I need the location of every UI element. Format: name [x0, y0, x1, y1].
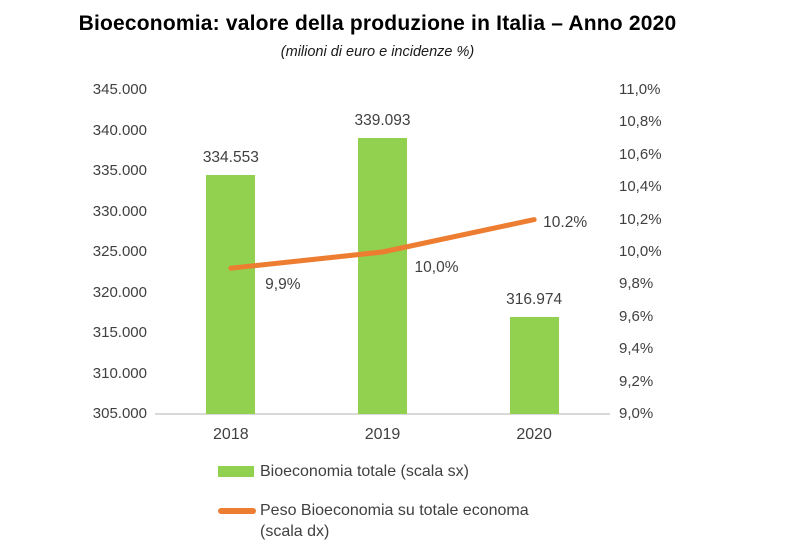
line-series-swatch-icon	[218, 508, 256, 514]
bar-2020	[509, 317, 559, 414]
x-axis-category-label: 2020	[516, 426, 552, 443]
bar-2019	[358, 137, 407, 414]
line-value-label: 10,0%	[414, 259, 459, 276]
legend-item-bioeconomia-totale: Bioeconomia totale (scala sx)	[218, 461, 529, 482]
right-axis-tick-label: 10,0%	[619, 243, 662, 260]
left-axis-tick-label: 340.000	[92, 121, 147, 139]
right-axis-tick-label: 10,2%	[619, 210, 662, 228]
right-axis-tick-label: 9,4%	[619, 340, 654, 358]
left-axis-tick-label: 345.000	[92, 81, 147, 98]
x-axis-category-label: 2018	[213, 426, 249, 443]
chart-title: Bioeconomia: valore della produzione in …	[78, 12, 677, 35]
right-axis-tick-label: 9,2%	[619, 372, 654, 390]
x-axis-line	[155, 413, 610, 415]
right-axis-tick-label: 9,0%	[619, 405, 654, 422]
legend-label-line1: Peso Bioeconomia su totale economa	[260, 502, 529, 519]
legend-label-line2: (scala dx)	[260, 523, 330, 540]
legend-label: Peso Bioeconomia su totale economa (scal…	[260, 500, 529, 542]
right-axis-tick-label: 9,6%	[619, 307, 654, 325]
right-axis-tick-label: 10,6%	[619, 145, 662, 163]
bar-value-label: 339.093	[354, 111, 411, 129]
left-axis-tick-label: 310.000	[92, 364, 147, 382]
bar-value-label: 334.553	[202, 148, 259, 166]
bar-2018	[206, 174, 256, 414]
bar-value-label: 316.974	[506, 291, 563, 308]
left-axis-tick-label: 325.000	[92, 243, 147, 260]
left-axis-tick-label: 320.000	[92, 283, 147, 301]
left-axis-tick-label: 315.000	[92, 324, 147, 341]
legend-label: Bioeconomia totale (scala sx)	[260, 463, 469, 480]
left-axis-tick-label: 335.000	[92, 162, 147, 179]
chart-subtitle: (milioni di euro e incidenze %)	[280, 44, 475, 60]
line-value-label: 10.2%	[543, 213, 588, 231]
left-axis-tick-label: 305.000	[92, 405, 147, 422]
right-axis-tick-label: 10,4%	[619, 178, 662, 196]
line-value-label: 9,9%	[265, 276, 301, 294]
right-axis-tick-label: 10,8%	[619, 113, 662, 131]
chart-legend: Bioeconomia totale (scala sx) Peso Bioec…	[218, 461, 529, 557]
left-axis-tick-label: 330.000	[92, 202, 147, 220]
legend-item-peso-bioeconomia: Peso Bioeconomia su totale economa (scal…	[218, 500, 529, 542]
right-axis-tick-label: 11,0%	[619, 81, 661, 98]
x-axis-category-label: 2019	[364, 426, 401, 443]
bar-series-swatch-icon	[218, 466, 254, 477]
right-axis-tick-label: 9,8%	[619, 275, 654, 293]
